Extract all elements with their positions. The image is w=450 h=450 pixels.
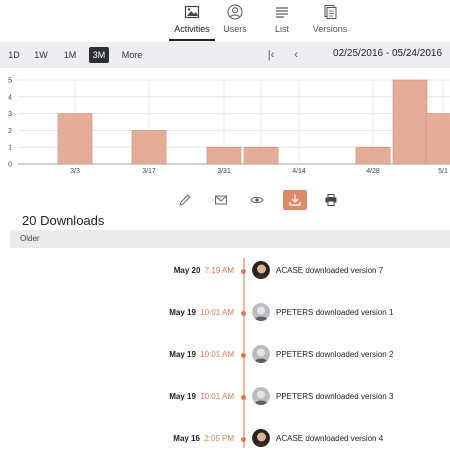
range-3m-button[interactable]: 3M (89, 47, 109, 63)
y-tick-label: 4 (8, 94, 12, 101)
avatar-ppeters (252, 303, 270, 321)
timeline-dot (241, 269, 246, 274)
tab-label: Activities (174, 24, 210, 34)
download-button[interactable] (283, 190, 307, 210)
avatar-acase (252, 261, 270, 279)
prev-page-button[interactable]: ‹ (294, 49, 298, 61)
print-icon (325, 194, 337, 206)
section-header-older: Older (10, 230, 450, 248)
timeline-date: May 19 (169, 350, 196, 359)
downloads-title: 20 Downloads (22, 213, 105, 228)
x-tick-label: 4/28 (366, 168, 380, 175)
timeline-item: May 19 10:01 AM PPETERS downloaded versi… (0, 344, 450, 366)
chart-bar[interactable] (131, 130, 167, 165)
tab-label: List (274, 24, 289, 34)
x-tick-label: 3/17 (142, 168, 156, 175)
print-button[interactable] (320, 190, 342, 210)
timeline-item: May 19 10:01 AM PPETERS downloaded versi… (0, 302, 450, 324)
timeline-datetime: May 19 10:01 AM (169, 392, 234, 401)
timeline-text: PPETERS downloaded version 1 (276, 308, 394, 317)
chart-bar[interactable] (425, 113, 450, 165)
x-tick-label: 4/14 (292, 168, 306, 175)
activity-chart-svg: 0 1 2 3 4 5 3/3 3/17 3/31 4/14 4/28 5/1 (8, 78, 450, 175)
chart-bar[interactable] (57, 113, 93, 165)
timeline-date: May 19 (169, 392, 196, 401)
chart-bar[interactable] (243, 146, 279, 165)
chart-bar[interactable] (355, 146, 391, 165)
avatar-acase (252, 429, 270, 447)
x-tick-label: 5/1 (438, 168, 448, 175)
section-label: Older (20, 234, 40, 243)
versions-icon (324, 5, 337, 19)
timeline-date: May 16 (173, 434, 200, 443)
timeline-time: 10:01 AM (200, 350, 234, 359)
tab-list[interactable]: List (257, 4, 307, 38)
timeline-time: 7:19 AM (204, 266, 234, 275)
email-button[interactable] (210, 190, 232, 210)
edit-icon (179, 194, 191, 206)
timeline-text: ACASE downloaded version 7 (276, 266, 384, 275)
download-icon (289, 194, 301, 206)
avatar[interactable] (252, 303, 270, 321)
view-button[interactable] (246, 190, 268, 210)
timeline-dot (241, 437, 246, 442)
timeline-item: May 20 7:19 AM ACASE downloaded version … (0, 260, 450, 282)
tab-users[interactable]: Users (210, 4, 260, 38)
range-1d-button[interactable]: 1D (8, 50, 20, 60)
tab-label: Users (223, 24, 247, 34)
chart-bar[interactable] (392, 79, 428, 165)
avatar[interactable] (252, 429, 270, 447)
avatar[interactable] (252, 387, 270, 405)
download-timeline: May 20 7:19 AM ACASE downloaded version … (0, 250, 450, 450)
range-1w-button[interactable]: 1W (34, 50, 48, 60)
date-range-label: 02/25/2016 - 05/24/2016 (333, 48, 442, 59)
timeline-text: PPETERS downloaded version 3 (276, 392, 394, 401)
user-icon (227, 4, 243, 20)
timeline-datetime: May 16 2:05 PM (173, 434, 234, 443)
timeline-dot (241, 353, 246, 358)
tab-activities[interactable]: Activities (167, 4, 217, 41)
range-toolbar: 1D 1W 1M 3M More |‹ ‹ 02/25/2016 - 05/24… (0, 42, 450, 68)
timeline-datetime: May 19 10:01 AM (169, 350, 234, 359)
y-tick-label: 1 (8, 145, 12, 152)
timeline-date: May 20 (173, 266, 201, 275)
list-icon (276, 7, 288, 18)
x-tick-label: 3/3 (70, 168, 80, 175)
timeline-dot (241, 395, 246, 400)
timeline-datetime: May 20 7:19 AM (174, 266, 234, 275)
avatar-ppeters (252, 387, 270, 405)
range-more-button[interactable]: More (121, 50, 143, 60)
y-tick-label: 2 (8, 128, 12, 135)
timeline-text: ACASE downloaded version 4 (276, 434, 384, 443)
edit-button[interactable] (174, 190, 196, 210)
avatar[interactable] (252, 345, 270, 363)
activity-chart: 0 1 2 3 4 5 3/3 3/17 3/31 4/14 4/28 5/1 (0, 74, 450, 184)
timeline-time: 10:01 AM (200, 308, 234, 317)
image-icon (184, 5, 200, 19)
timeline-item: May 19 10:01 AM PPETERS downloaded versi… (0, 386, 450, 408)
chart-bar[interactable] (206, 146, 242, 165)
first-page-button[interactable]: |‹ (267, 49, 275, 61)
tab-versions[interactable]: Versions (305, 4, 355, 38)
action-toolbar (0, 190, 450, 212)
y-tick-label: 5 (8, 78, 12, 85)
timeline-dot (241, 311, 246, 316)
y-tick-label: 0 (8, 162, 12, 169)
timeline-datetime: May 19 10:01 AM (169, 308, 234, 317)
timeline-time: 10:01 AM (200, 392, 234, 401)
y-tick-label: 3 (8, 111, 12, 118)
timeline-text: PPETERS downloaded version 2 (276, 350, 394, 359)
top-tabs: Activities Users List Versions (0, 0, 450, 41)
avatar-ppeters (252, 345, 270, 363)
timeline-date: May 19 (169, 308, 196, 317)
timeline-item: May 16 2:05 PM ACASE downloaded version … (0, 428, 450, 450)
email-icon (215, 195, 227, 205)
view-icon (250, 196, 264, 204)
x-tick-label: 3/31 (217, 168, 231, 175)
avatar[interactable] (252, 261, 270, 279)
tab-label: Versions (312, 24, 348, 34)
range-1m-button[interactable]: 1M (63, 50, 77, 60)
timeline-time: 2:05 PM (204, 434, 234, 443)
